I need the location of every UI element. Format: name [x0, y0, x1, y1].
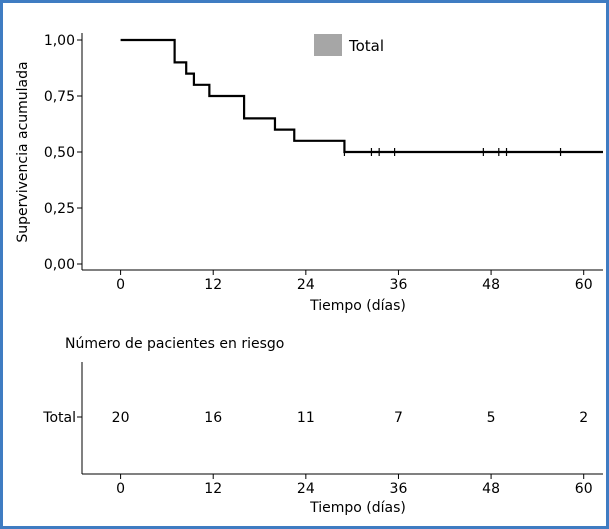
km-curve-layer — [120, 38, 603, 154]
risk-x-tick-label: 0 — [116, 481, 125, 497]
y-tick-label: 0,50 — [44, 145, 75, 161]
x-tick-label: 24 — [297, 277, 315, 293]
risk-value: 11 — [297, 410, 315, 426]
risk-x-tick-label: 36 — [390, 481, 408, 497]
risk-table-axes: 0 12 24 36 48 60 — [77, 362, 603, 497]
legend-label-total: Total — [348, 37, 384, 55]
risk-x-tick-label: 12 — [204, 481, 222, 497]
y-tick-label: 0,00 — [44, 257, 75, 273]
legend-swatch-total — [314, 34, 342, 56]
km-curve-total — [120, 38, 603, 154]
y-axis-title: Supervivencia acumulada — [15, 61, 31, 242]
risk-value: 7 — [394, 410, 403, 426]
risk-x-tick-label: 24 — [297, 481, 315, 497]
x-tick-label: 0 — [116, 277, 125, 293]
risk-values: 20 16 11 7 5 2 — [112, 410, 588, 426]
legend: Total — [314, 34, 384, 56]
risk-x-tick-label: 60 — [575, 481, 593, 497]
risk-x-axis-title: Tiempo (días) — [309, 500, 406, 516]
y-tick-label: 0,75 — [44, 89, 75, 105]
censor-marks — [343, 148, 562, 156]
risk-value: 2 — [579, 410, 588, 426]
kaplan-meier-figure: 0,00 0,25 0,50 0,75 1,00 0 12 24 36 48 60 Total Su… — [15, 33, 603, 516]
x-tick-label: 48 — [482, 277, 500, 293]
x-axis-title: Tiempo (días) — [309, 298, 406, 314]
risk-row-label: Total — [42, 410, 76, 426]
km-axes: 0,00 0,25 0,50 0,75 1,00 0 12 24 36 48 60 — [44, 33, 603, 293]
x-tick-label: 12 — [204, 277, 222, 293]
x-tick-label: 60 — [575, 277, 593, 293]
risk-table-title: Número de pacientes en riesgo — [65, 336, 284, 352]
risk-value: 16 — [204, 410, 222, 426]
x-tick-label: 36 — [390, 277, 408, 293]
y-tick-label: 0,25 — [44, 201, 75, 217]
risk-x-tick-label: 48 — [482, 481, 500, 497]
risk-value: 20 — [112, 410, 130, 426]
risk-value: 5 — [487, 410, 496, 426]
y-tick-label: 1,00 — [44, 33, 75, 49]
